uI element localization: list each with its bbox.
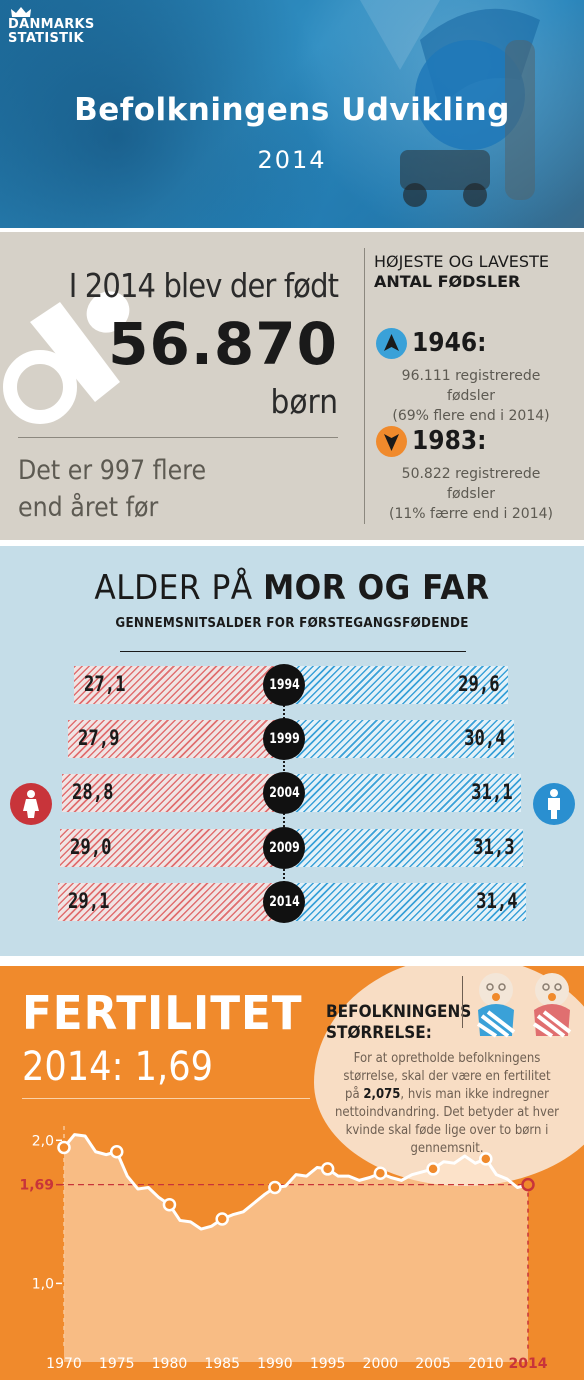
danmarks-statistik-logo[interactable]: DANMARKS STATISTIK <box>8 6 95 46</box>
y-tick-label: 2,0 <box>32 1133 54 1149</box>
y-tick-label: 1,69 <box>19 1178 54 1194</box>
x-tick-label: 2000 <box>363 1356 399 1372</box>
year-badge: 2014 <box>263 881 305 923</box>
highlow-title: HØJESTE OG LAVESTE ANTAL FØDSLER <box>374 252 549 291</box>
births-unit: børn <box>270 382 338 421</box>
father-age-bar <box>284 774 521 812</box>
mother-age-bar <box>58 883 284 921</box>
x-tick-label: 1975 <box>99 1356 135 1372</box>
bubble-title: BEFOLKNINGENS STØRRELSE: <box>326 1002 472 1043</box>
data-point <box>320 1162 335 1176</box>
fertility-section: FERTILITET 2014: 1,69 BEFOLKNINGENS STØRR… <box>0 966 584 1380</box>
mother-age-bar <box>68 720 284 758</box>
arrow-up-icon <box>376 328 407 359</box>
father-age-value: 31,1 <box>471 780 513 804</box>
age-subtitle: GENNEMSNITSALDER FOR FØRSTEGANGSFØDENDE <box>115 616 469 631</box>
page-title: Befolkningens Udvikling <box>74 92 510 128</box>
fertility-divider <box>22 1098 310 1099</box>
arrow-down-icon <box>376 426 407 457</box>
highlight-point <box>521 1177 535 1192</box>
header-banner: DANMARKS STATISTIK Befolkningens Udvikli… <box>0 0 584 228</box>
lowest-desc: 50.822 registrerede fødsler (11% færre en… <box>389 466 553 522</box>
age-row-1994: 27,1 29,6 1994 <box>0 664 584 706</box>
births-vertical-divider <box>364 248 365 524</box>
data-point <box>162 1197 177 1212</box>
page-year: 2014 <box>257 146 327 174</box>
logo-line2: STATISTIK <box>8 31 84 46</box>
age-title: ALDER PÅ MOR OG FAR <box>94 568 490 608</box>
mother-age-bar <box>60 829 284 867</box>
x-tick-label: 1980 <box>152 1356 188 1372</box>
mother-age-value: 27,1 <box>84 672 126 696</box>
logo-line1: DANMARKS <box>8 17 95 32</box>
mother-age-value: 27,9 <box>78 726 120 750</box>
data-point <box>268 1180 282 1195</box>
age-row-2004: 28,8 31,1 2004 <box>0 772 584 814</box>
fertility-title: FERTILITET <box>22 986 303 1040</box>
x-tick-label: 1970 <box>46 1356 82 1372</box>
fertility-value: 2014: 1,69 <box>22 1044 214 1090</box>
x-tick-label: 2005 <box>415 1356 451 1372</box>
highest-year: 1946: <box>412 328 487 358</box>
father-age-value: 31,3 <box>473 835 515 859</box>
data-point <box>215 1212 229 1226</box>
mother-age-bar <box>62 774 284 812</box>
bubble-text: For at opretholde befolkningens størrels… <box>335 1051 559 1156</box>
female-icon <box>10 783 52 825</box>
x-tick-label: 2014 <box>509 1356 548 1372</box>
fertility-line <box>62 1133 529 1231</box>
male-icon <box>533 783 575 825</box>
pacifier-icon <box>3 291 130 424</box>
pacifier-graphic <box>360 0 540 207</box>
mother-age-value: 28,8 <box>72 780 114 804</box>
mother-age-bar <box>74 666 284 704</box>
age-divider <box>120 651 466 652</box>
births-intro-text: I 2014 blev der født <box>68 266 339 305</box>
x-tick-label: 2010 <box>468 1356 504 1372</box>
father-age-bar <box>284 666 508 704</box>
x-tick-label: 1995 <box>310 1356 346 1372</box>
father-age-bar <box>284 720 514 758</box>
highest-desc: 96.111 registrerede fødsler (69% flere en… <box>392 368 550 424</box>
father-age-value: 31,4 <box>476 889 518 913</box>
births-change-text: Det er 997 flere end året før <box>18 455 207 523</box>
data-point <box>479 1152 493 1166</box>
data-point <box>57 1140 71 1155</box>
year-badge: 2004 <box>263 772 305 814</box>
fertility-chart: 2,0 1,69 1,0 1970 1975 1980 1985 1990 1995 2000 20… <box>19 1126 548 1372</box>
mother-age-value: 29,1 <box>68 889 110 913</box>
data-point <box>426 1162 440 1176</box>
crown-icon <box>11 7 31 17</box>
births-number: 56.870 <box>108 310 338 378</box>
fertility-area <box>64 1134 528 1362</box>
y-tick-label: 1,0 <box>32 1276 54 1292</box>
births-section: I 2014 blev der født 56.870 børn Det er … <box>0 232 584 540</box>
father-age-bar <box>284 829 523 867</box>
father-age-value: 29,6 <box>458 672 500 696</box>
age-row-1999: 27,9 30,4 1999 <box>0 718 584 760</box>
x-tick-label: 1985 <box>204 1356 240 1372</box>
age-row-2014: 29,1 31,4 2014 <box>0 881 584 923</box>
year-badge: 1994 <box>263 664 305 706</box>
parent-age-section: ALDER PÅ MOR OG FAR GENNEMSNITSALDER FOR… <box>0 546 584 956</box>
data-point <box>373 1166 388 1180</box>
births-divider <box>18 437 338 438</box>
data-point <box>109 1145 124 1159</box>
father-age-value: 30,4 <box>464 726 506 750</box>
year-badge: 1999 <box>263 718 305 760</box>
bubble-separator <box>462 976 463 1028</box>
father-age-bar <box>284 883 526 921</box>
population-size-bubble <box>314 966 584 1186</box>
year-badge: 2009 <box>263 827 305 869</box>
babies-icon <box>476 973 572 1038</box>
age-row-2009: 29,0 31,3 2009 <box>0 827 584 869</box>
x-tick-label: 1990 <box>257 1356 293 1372</box>
mother-age-value: 29,0 <box>70 835 112 859</box>
lowest-year: 1983: <box>412 426 487 456</box>
